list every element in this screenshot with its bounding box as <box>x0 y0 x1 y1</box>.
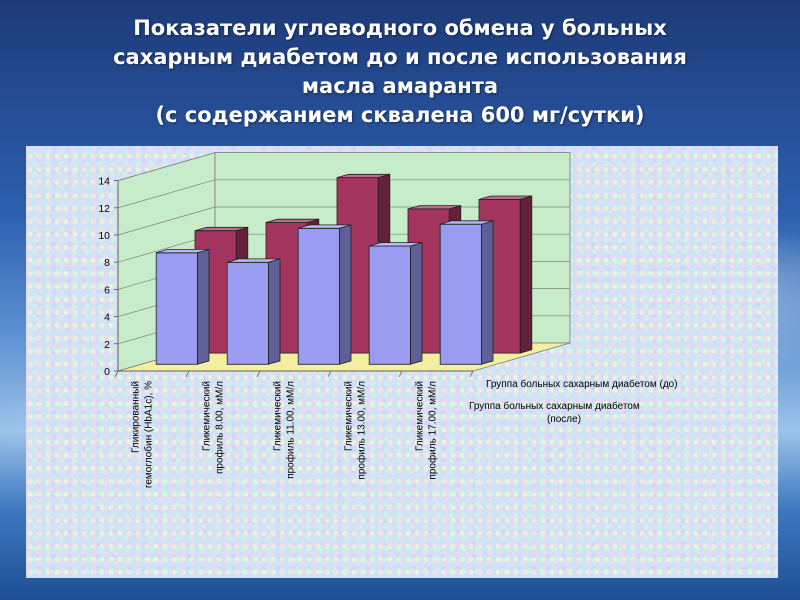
category-label-line: Гликемический <box>202 381 213 451</box>
bar-front <box>155 252 198 365</box>
bar-side <box>267 258 281 365</box>
category-label-line: профиль 8.00, мМ/л <box>214 381 226 474</box>
title-line-3: масла амаранта <box>301 74 499 98</box>
bar-front <box>226 261 269 365</box>
bar-top <box>407 205 461 210</box>
y-tick-label: 8 <box>104 257 110 269</box>
x-tick-mark <box>256 370 261 378</box>
bar-side <box>196 248 210 365</box>
bar-top <box>265 218 319 223</box>
bar-top <box>336 173 390 179</box>
bar-side <box>409 242 423 365</box>
bar-side <box>480 220 494 365</box>
bar-top <box>478 195 532 200</box>
category-label: Гликемический профиль 8.00, мМ/л <box>202 381 226 474</box>
category-label-line: профиль 17.00, мМ/л <box>427 381 439 480</box>
gridline <box>117 179 570 209</box>
bar-top <box>369 242 423 247</box>
category-label: Гликированный гемоглобин (HbA1c), % <box>131 381 155 488</box>
bar-after <box>155 248 210 365</box>
category-label: Гликемический профиль 13.00, мМ/л <box>344 381 368 480</box>
y-tick-label: 0 <box>104 366 110 378</box>
x-tick-mark <box>469 370 474 378</box>
bar-front <box>368 245 411 365</box>
bar-after <box>226 258 281 365</box>
bar-top <box>440 220 494 225</box>
category-label: Гликемический профиль 11.00, мМ/л <box>273 381 297 479</box>
bar-after <box>297 224 352 365</box>
y-tick-label: 6 <box>104 284 110 296</box>
bar-front <box>297 227 340 365</box>
category-label-line: Гликемический <box>415 381 426 451</box>
series-axis-label: (после) <box>547 414 581 425</box>
gridline <box>117 152 570 181</box>
bar-top <box>227 258 281 263</box>
category-label-line: профиль 11.00, мМ/л <box>285 381 297 479</box>
bar-side <box>519 195 533 354</box>
bar-after <box>368 242 423 365</box>
bar-chart-3d: 0 2 4 6 8 10 12 14 Гликированный гемоглобин (HbA1… <box>98 152 678 488</box>
x-tick-mark <box>398 370 403 378</box>
title-line-4: (с содержанием сквалена 600 мг/сутки) <box>155 103 645 127</box>
category-label-line: Гликированный <box>131 381 142 453</box>
category-label-line: Гликемический <box>344 381 355 451</box>
bar-top <box>298 224 352 229</box>
series-axis-label: Группа больных сахарным диабетом <box>469 400 640 412</box>
chart-panel: 0 2 4 6 8 10 12 14 Гликированный гемоглобин (HbA1… <box>26 146 778 578</box>
y-tick-label: 10 <box>98 230 110 242</box>
slide-title: Показатели углеводного обмена у больных … <box>20 14 780 130</box>
bar-front <box>439 223 482 365</box>
title-line-1: Показатели углеводного обмена у больных <box>133 16 667 40</box>
category-label-line: гемоглобин (HbA1c), % <box>143 381 155 488</box>
bar-side <box>338 224 352 365</box>
category-label: Гликемический профиль 17.00, мМ/л <box>415 381 439 480</box>
category-label-line: профиль 13.00, мМ/л <box>356 381 368 480</box>
series-axis-label: Группа больных сахарным диабетом (до) <box>486 378 678 390</box>
y-tick-label: 4 <box>104 312 110 324</box>
y-tick-label: 14 <box>98 176 110 188</box>
x-tick-mark <box>327 370 332 378</box>
bar-after <box>439 220 494 365</box>
bar-top <box>194 226 248 232</box>
title-line-2: сахарным диабетом до и после использован… <box>113 45 687 69</box>
y-tick-label: 2 <box>104 339 110 351</box>
x-tick-mark <box>185 370 190 378</box>
x-tick-mark <box>114 370 119 378</box>
y-tick-label: 12 <box>98 203 110 215</box>
category-label-line: Гликемический <box>273 381 284 451</box>
bar-top <box>156 249 210 254</box>
